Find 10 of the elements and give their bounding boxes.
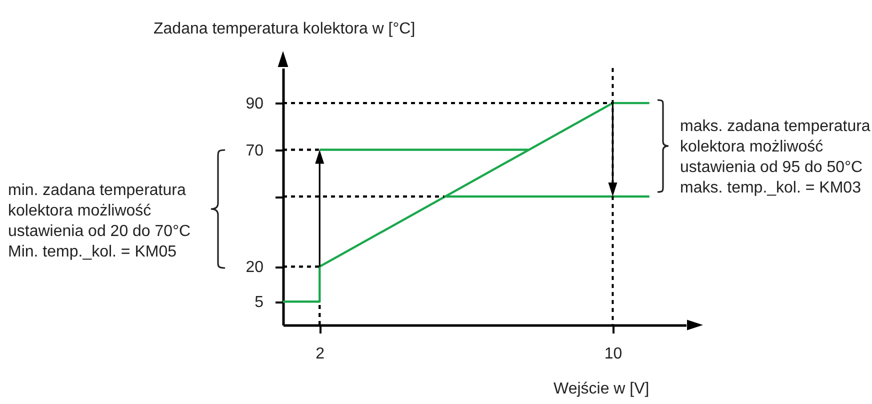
y-tick-label: 70 — [246, 142, 264, 160]
y-axis-title: Zadana temperatura kolektora w [°C] — [154, 20, 416, 38]
y-tick-label: 20 — [246, 259, 264, 276]
x-tick-label: 10 — [604, 346, 622, 362]
y-tick-label: 90 — [246, 96, 264, 113]
y-tick-label: 5 — [254, 294, 264, 312]
text: min. zadana temperatura kolektora możliwość ustawienia od 20 do 70°C Min. temp._kol. = KM05 — [8, 182, 191, 260]
x-tick-label: 2 — [316, 346, 325, 362]
annotation: maks. zadana temperatura kolektora możliwość ustawienia od 95 do 50°C maks. temp._kol. = KM03 — [680, 118, 870, 196]
x-axis-title: Wejście w [V] — [554, 380, 650, 398]
